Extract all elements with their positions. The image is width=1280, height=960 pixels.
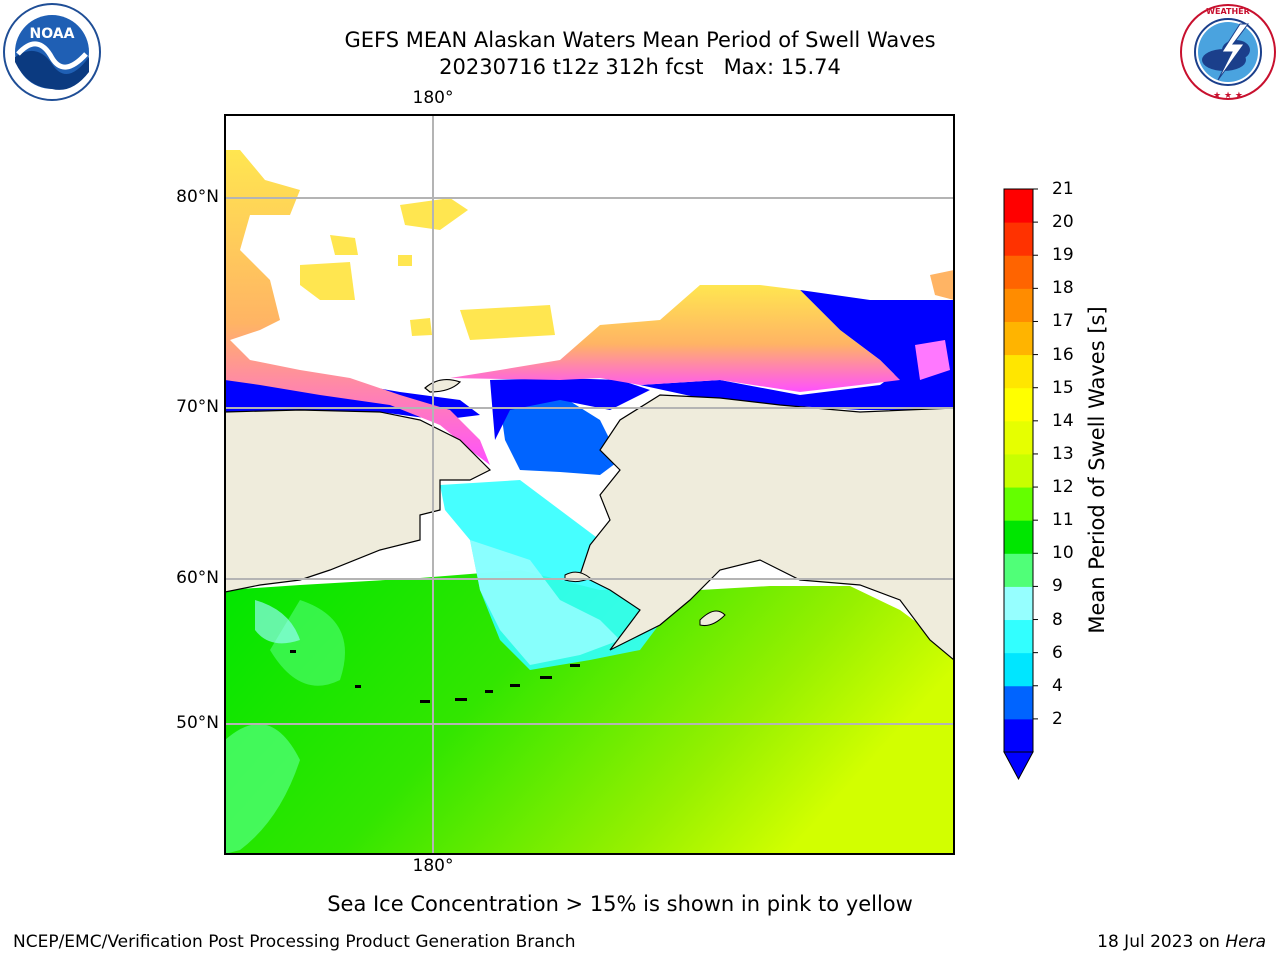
graticule <box>225 115 954 854</box>
ocean-patch-light <box>225 724 300 854</box>
aleutian-islands <box>290 650 580 703</box>
colorbar-segment <box>1004 189 1033 223</box>
noaa-logo-text: NOAA <box>30 26 75 42</box>
sea-ice-patch <box>410 318 432 336</box>
colorbar-segment <box>1004 652 1033 687</box>
colorbar-segment <box>1004 619 1033 654</box>
colorbar-tick-label: 9 <box>1052 576 1063 597</box>
footer-date: 18 Jul 2023 on Hera <box>1097 932 1266 952</box>
colorbar-tick-label: 4 <box>1052 675 1063 696</box>
colorbar-segment <box>1004 553 1033 587</box>
colorbar-tick-label: 21 <box>1052 179 1074 199</box>
sea-ice-patch <box>930 270 954 300</box>
colorbar-tick-label: 14 <box>1052 410 1074 431</box>
lat-label-70n: 70°N <box>176 397 219 417</box>
colorbar-tick-label: 12 <box>1052 477 1074 498</box>
ocean-patch-light <box>255 600 300 644</box>
sea-ice-patch <box>915 340 950 380</box>
sea-ice-central <box>450 285 900 392</box>
map-title: GEFS MEAN Alaskan Waters Mean Period of … <box>344 28 936 52</box>
colorbar-tick-label: 10 <box>1052 543 1074 564</box>
colorbar-segment <box>1004 255 1033 289</box>
colorbar-tick-label: 8 <box>1052 609 1063 630</box>
arctic-open-water-ne <box>800 290 954 385</box>
colorbar-segment <box>1004 288 1033 322</box>
svg-text:★ ★ ★: ★ ★ ★ <box>1213 91 1243 101</box>
colorbar-segment <box>1004 222 1033 256</box>
colorbar-segment <box>1004 487 1033 521</box>
nws-logo-icon: WEATHER ★ ★ ★ <box>1180 4 1276 101</box>
svg-text:WEATHER: WEATHER <box>1206 7 1250 16</box>
colorbar-tick-label: 6 <box>1052 642 1063 663</box>
colorbar-segment <box>1004 520 1033 554</box>
lon-label-bottom: 180° <box>412 856 454 876</box>
colorbar-segment <box>1004 453 1033 488</box>
colorbar-segment <box>1004 718 1033 753</box>
bering-shelf-light <box>470 540 620 665</box>
map-subtitle: 20230716 t12z 312h fcst Max: 15.74 <box>439 55 841 79</box>
colorbar-tick-label: 19 <box>1052 245 1074 266</box>
colorbar-segment <box>1004 420 1033 455</box>
sea-ice-west <box>225 150 490 465</box>
colorbar-frame <box>1003 188 1034 753</box>
colorbar-tick-label: 11 <box>1052 510 1074 531</box>
colorbar-segment <box>1004 586 1033 621</box>
sea-ice-patch <box>398 255 412 266</box>
colorbar-tick-label: 17 <box>1052 311 1074 332</box>
colorbar-tick-label: 20 <box>1052 212 1074 233</box>
arctic-open-water-east <box>640 330 954 410</box>
colorbar-label: Mean Period of Swell Waves [s] <box>1085 306 1109 634</box>
sea-ice-patch <box>300 262 355 300</box>
lat-label-80n: 80°N <box>176 187 219 207</box>
colorbar-tick-label: 15 <box>1052 377 1074 398</box>
sea-ice-patch <box>330 235 358 255</box>
arctic-blue <box>490 378 650 440</box>
colorbar-extend-arrow <box>1003 751 1034 781</box>
colorbar-segment <box>1004 321 1033 356</box>
colorbar-segment <box>1004 354 1033 389</box>
colorbar-tick-label: 13 <box>1052 443 1074 464</box>
land-siberia <box>225 409 492 593</box>
colorbar <box>1003 188 1038 781</box>
lat-label-60n: 60°N <box>176 568 219 588</box>
noaa-logo-icon: NOAA <box>3 3 101 101</box>
map-frame <box>224 114 955 855</box>
footer-date-text: 18 Jul 2023 on <box>1097 932 1226 952</box>
pacific-ocean <box>225 570 954 854</box>
footer-host: Hera <box>1225 932 1266 952</box>
colorbar-segment <box>1004 685 1033 720</box>
chukchi-sea <box>500 395 620 475</box>
colorbar-tick-label: 18 <box>1052 278 1074 299</box>
lon-label-top: 180° <box>412 88 454 108</box>
colorbar-tick-label: 2 <box>1052 708 1063 729</box>
footer-credit: NCEP/EMC/Verification Post Processing Pr… <box>13 932 576 952</box>
sea-ice-patch <box>460 305 555 340</box>
colorbar-tick-label: 16 <box>1052 344 1074 365</box>
sea-ice-note: Sea Ice Concentration > 15% is shown in … <box>327 892 913 916</box>
land-kodiak <box>699 610 726 626</box>
colorbar-segment <box>1004 387 1033 422</box>
lat-label-50n: 50°N <box>176 713 219 733</box>
